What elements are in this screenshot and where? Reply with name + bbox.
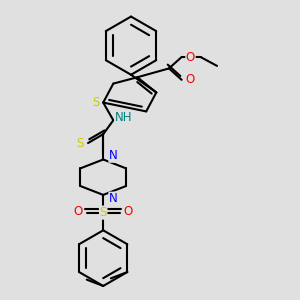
Text: S: S (100, 206, 107, 219)
Text: S: S (77, 136, 84, 149)
Text: O: O (124, 205, 133, 218)
Text: S: S (92, 96, 99, 109)
Text: NH: NH (115, 111, 132, 124)
Text: O: O (186, 73, 195, 86)
Text: N: N (109, 192, 118, 205)
Text: N: N (109, 149, 118, 162)
Text: O: O (186, 50, 195, 64)
Text: O: O (73, 205, 83, 218)
